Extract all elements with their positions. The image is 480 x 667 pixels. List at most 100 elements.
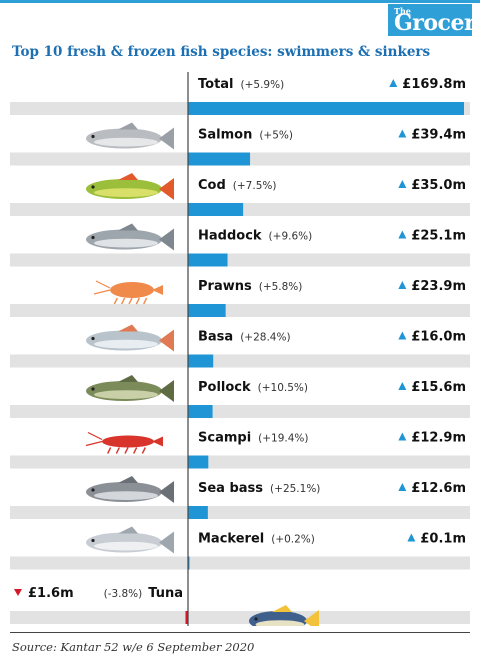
bar (188, 102, 464, 115)
haddock-fish-icon (86, 223, 174, 251)
bar (188, 506, 208, 519)
category-label: Mackerel (198, 532, 264, 547)
up-arrow-icon (398, 432, 407, 441)
up-arrow-icon (398, 483, 407, 491)
fish-fin (118, 375, 138, 382)
crustacean-leg (121, 297, 126, 305)
bar (188, 556, 190, 570)
category-label: Sea bass (198, 481, 263, 496)
bar-track (10, 405, 470, 418)
fish-belly (255, 620, 305, 626)
value-label: £12.9m (411, 431, 466, 446)
bar-track (10, 556, 470, 570)
crustacean-leg (128, 297, 133, 305)
value-label: £0.1m (420, 532, 466, 547)
row-salmon: Salmon (+5%) £39.4m (10, 122, 470, 166)
fish-fin (118, 223, 138, 231)
fish-belly (94, 238, 158, 248)
fish-tail (159, 329, 174, 352)
fish-eye (254, 617, 258, 621)
bar-track (10, 611, 470, 624)
crustacean-body (102, 435, 154, 448)
value-label: £25.1m (411, 229, 466, 244)
bar (188, 354, 214, 368)
row-prawns: Prawns (+5.8%) £23.9m (10, 279, 470, 317)
value-label: £39.4m (411, 128, 466, 143)
fish-belly (94, 137, 158, 147)
bar (188, 304, 226, 317)
value-label: £169.8m (402, 77, 466, 92)
fish-tail (159, 380, 174, 402)
crustacean-leg (107, 447, 112, 454)
category-label: Pollock (198, 380, 251, 395)
fish-belly (94, 541, 158, 551)
value-label: £23.9m (411, 279, 466, 294)
crustacean-leg (141, 447, 146, 454)
crustacean-antenna (87, 431, 103, 441)
crustacean-leg (143, 297, 148, 305)
row-mackerel: Mackerel (+0.2%) £0.1m (10, 526, 470, 570)
sea-bass-fish-icon (86, 476, 174, 503)
fish-eye (91, 134, 95, 139)
bar-track (10, 354, 470, 368)
row-haddock: Haddock (+9.6%) £25.1m (10, 223, 470, 267)
crustacean-leg (113, 297, 118, 305)
row-scampi: Scampi (+19.4%) £12.9m (10, 431, 470, 469)
value-label: £15.6m (411, 380, 466, 395)
fish-belly (94, 491, 158, 500)
chart-title: Top 10 fresh & frozen fish species: swim… (12, 44, 431, 60)
category-label: Tuna (148, 586, 183, 601)
crustacean-leg (124, 447, 129, 454)
header-rule (0, 0, 480, 3)
fish-eye (91, 185, 95, 189)
up-arrow-icon (398, 382, 407, 390)
pollock-fish-icon (86, 375, 174, 402)
pct-label: (+7.5%) (233, 180, 277, 192)
crustacean-antenna (93, 289, 111, 295)
fish-eye (91, 538, 95, 543)
scampi-icon (85, 431, 163, 454)
prawn-icon (93, 280, 163, 305)
source-note: Source: Kantar 52 w/e 6 September 2020 (12, 640, 255, 654)
mackerel-fish-icon (86, 526, 174, 554)
up-arrow-icon (398, 281, 407, 289)
fish-tail (159, 127, 174, 150)
row-total: Total (+5.9%) £169.8m (10, 77, 470, 115)
logo-name: Grocer (394, 10, 476, 36)
pct-label: (+25.1%) (270, 483, 320, 495)
pct-label: (+10.5%) (258, 382, 308, 394)
bar (188, 203, 244, 216)
value-label: £1.6m (28, 586, 74, 601)
category-label: Salmon (198, 128, 252, 143)
fish-fin (118, 122, 138, 130)
category-label: Prawns (198, 279, 252, 294)
crustacean-antenna (95, 280, 111, 289)
fish-tail (159, 178, 174, 200)
bar-track (10, 506, 470, 519)
pct-label: (+28.4%) (240, 332, 290, 344)
crustacean-body (110, 282, 154, 298)
pct-label: (+0.2%) (271, 534, 315, 546)
logo-small-text: The (394, 6, 411, 16)
fish-eye (91, 387, 95, 391)
down-arrow-icon (14, 589, 22, 596)
up-arrow-icon (398, 129, 407, 138)
fish-belly (94, 339, 158, 349)
salmon-fish-icon (86, 122, 174, 150)
pct-label: (+9.6%) (269, 231, 313, 243)
basa-fish-icon (86, 324, 174, 352)
row-cod: Cod (+7.5%) £35.0m (10, 173, 470, 216)
category-label: Total (198, 77, 234, 92)
fish-eye (91, 336, 95, 341)
pct-label: (+5.8%) (259, 281, 303, 293)
row-pollock: Pollock (+10.5%) £15.6m (10, 375, 470, 418)
category-label: Basa (198, 330, 233, 345)
source-rule (10, 632, 470, 633)
fish-tail (304, 610, 319, 626)
chart-svg: Total (+5.9%) £169.8m Salmon (+5%) £39.4m Cod (… (10, 72, 470, 626)
row-tuna: £1.6m Tuna (-3.8%) (10, 586, 470, 626)
fish-tail (159, 481, 174, 503)
bar (188, 152, 251, 166)
bar (188, 405, 213, 418)
grocer-logo: The Grocer (388, 4, 476, 36)
